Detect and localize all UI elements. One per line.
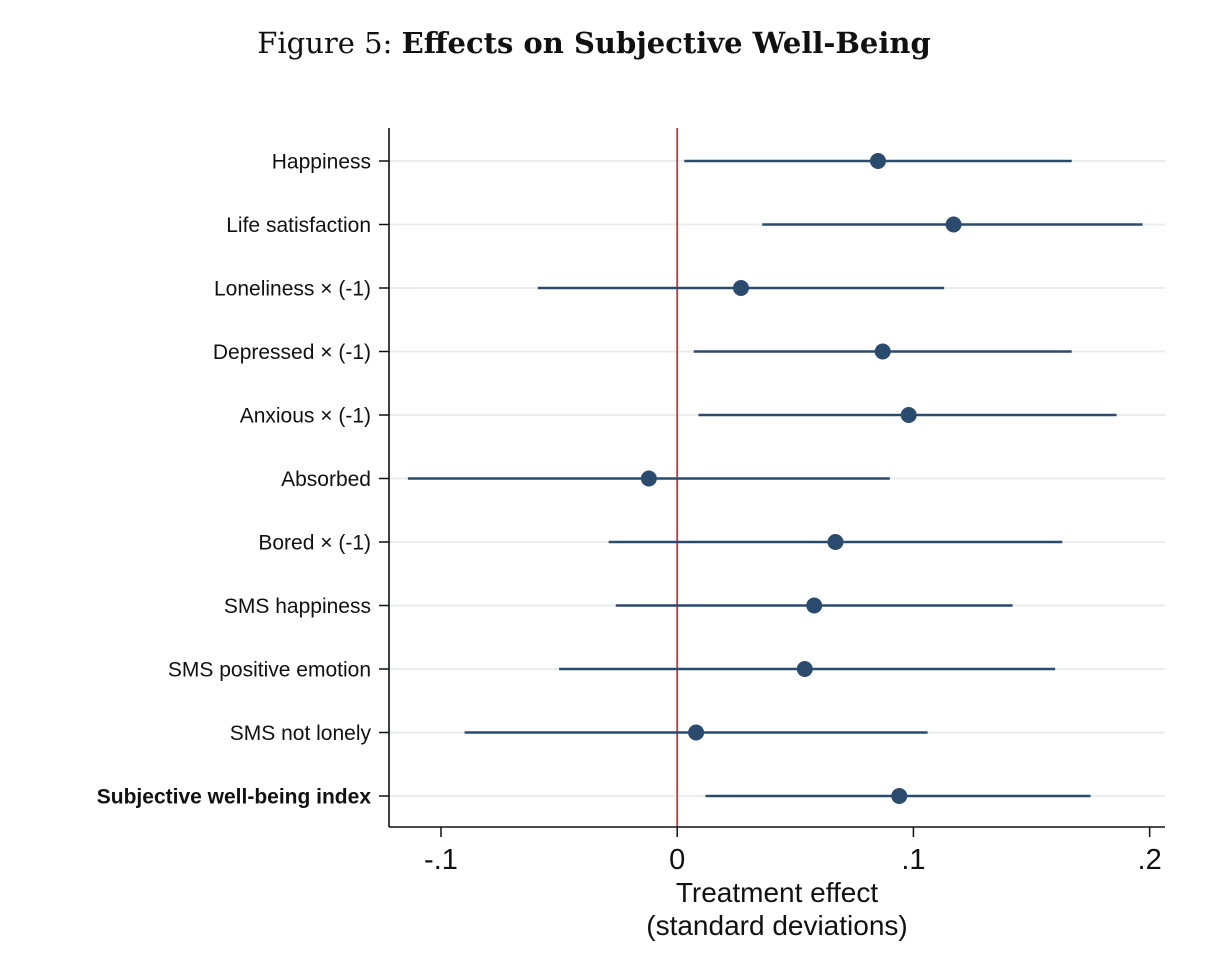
estimate-point [874,343,891,360]
category-label: SMS positive emotion [168,659,371,682]
category-label: Subjective well-being index [97,786,372,809]
category-label: SMS not lonely [230,722,372,745]
estimate-point [732,280,749,296]
x-axis-title-line: (standard deviations) [646,910,907,941]
estimate-point [796,661,813,677]
estimate-point [827,534,844,550]
x-tick-label: .1 [901,844,925,876]
x-tick-label: 0 [669,844,685,876]
x-tick-label: -.1 [424,844,458,876]
category-label: Life satisfaction [226,214,371,237]
estimate-point [688,724,705,741]
estimate-point [891,788,908,804]
axes [388,128,1165,828]
category-label: SMS happiness [224,595,371,618]
estimate-point [869,153,886,169]
category-label: Anxious × (-1) [240,405,371,428]
point-estimates [640,153,962,804]
x-axis-title: Treatment effect(standard deviations) [646,877,907,941]
estimate-point [640,470,657,487]
estimate-point [900,407,917,423]
x-tick-label: .2 [1138,844,1162,876]
category-label: Happiness [272,151,371,174]
category-labels: Happiness Life satisfaction Loneliness × (… [97,151,389,809]
estimate-point [806,597,823,614]
category-label: Depressed × (-1) [213,341,371,364]
category-label: Loneliness × (-1) [214,278,371,301]
estimate-point [945,216,962,233]
x-axis-ticks: -.1 0 .1 .2 [424,827,1162,876]
x-axis-title-line: Treatment effect [676,877,879,908]
figure-prefix: Figure 5: [257,26,393,60]
figure-title: Figure 5: Effects on Subjective Well-Bei… [0,26,1188,60]
figure-title-text: Effects on Subjective Well-Being [401,26,931,60]
category-label: Bored × (-1) [258,532,371,555]
category-label: Absorbed [281,468,371,491]
